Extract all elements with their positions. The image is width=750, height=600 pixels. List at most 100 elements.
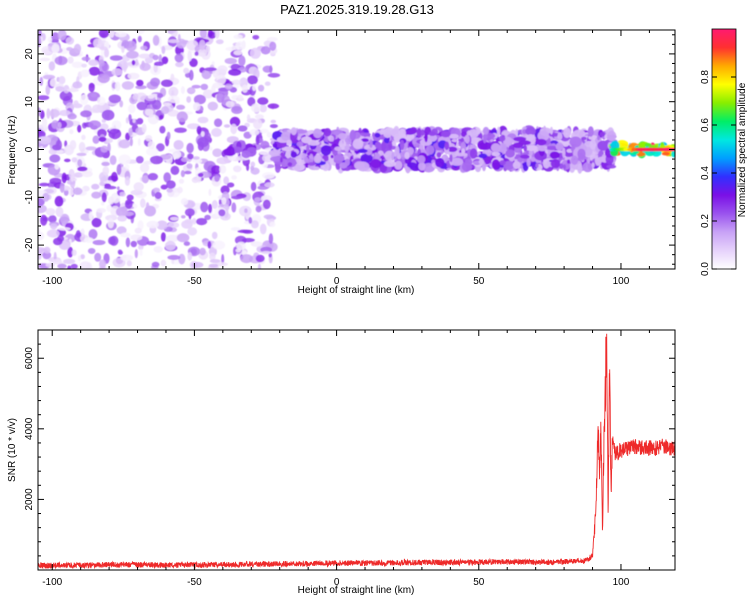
snr-xlabel: Height of straight line (km): [298, 585, 415, 596]
heatmap-blob: [461, 162, 473, 172]
heatmap-blob: [180, 170, 185, 178]
heatmap-blob: [233, 165, 242, 173]
heatmap-ytick-label: 0: [24, 146, 35, 152]
heatmap-blob: [46, 108, 51, 119]
heatmap-blob: [569, 136, 582, 148]
heatmap-blob: [59, 213, 70, 225]
heatmap-blob: [261, 250, 272, 255]
heatmap-blob: [482, 134, 487, 144]
heatmap-blob: [47, 36, 53, 44]
heatmap-blob: [589, 139, 597, 150]
heatmap-blob: [231, 202, 237, 213]
heatmap-blob: [460, 137, 464, 143]
heatmap-blob: [513, 136, 527, 142]
heatmap-blob: [231, 195, 243, 200]
heatmap-blob: [79, 261, 92, 269]
heatmap-blob: [71, 157, 78, 163]
heatmap-blob: [139, 163, 150, 173]
heatmap-blob: [133, 182, 144, 192]
snr-ytick-label: 4000: [24, 417, 35, 440]
colorbar: 0.0 0.2 0.4 0.6 0.8 Normalized spectral ampl…: [700, 28, 748, 276]
heatmap-blob: [398, 128, 406, 138]
heatmap-blob: [269, 65, 273, 74]
heatmap-blob: [380, 128, 386, 133]
heatmap-blob: [125, 237, 131, 248]
heatmap-blob: [150, 155, 163, 165]
heatmap-blob: [370, 159, 382, 169]
heatmap-blob: [280, 131, 292, 141]
heatmap-blob: [249, 47, 261, 59]
heatmap-blob: [546, 145, 558, 151]
heatmap-blob: [147, 94, 155, 99]
heatmap-blob: [267, 73, 281, 78]
heatmap-blob: [168, 86, 179, 97]
heatmap-blob: [80, 254, 85, 260]
heatmap-blob: [90, 93, 97, 98]
heatmap-blob: [241, 84, 248, 93]
heatmap-blob: [209, 259, 221, 264]
heatmap-blob: [468, 129, 479, 139]
heatmap-blob: [217, 65, 228, 74]
heatmap-blob: [166, 188, 173, 193]
heatmap-blob: [330, 154, 334, 159]
heatmap-blob: [208, 203, 213, 214]
heatmap-blob: [136, 101, 148, 111]
heatmap-blob: [451, 138, 458, 143]
heatmap-ytick-label: -10: [24, 190, 35, 205]
heatmap-blob: [235, 41, 246, 50]
heatmap-blob: [152, 35, 160, 46]
heatmap-blob: [57, 235, 65, 242]
heatmap-blob: [449, 133, 459, 139]
colorbar-tick-label: 0.0: [700, 262, 711, 276]
heatmap-blob: [523, 145, 528, 152]
heatmap-blob: [577, 163, 583, 174]
heatmap-blob: [191, 261, 204, 268]
heatmap-blob: [354, 161, 365, 170]
heatmap-blob: [122, 61, 127, 73]
heatmap-blob: [67, 56, 74, 64]
heatmap-blob: [240, 254, 253, 264]
heatmap-blob: [604, 134, 608, 140]
heatmap-blob: [129, 137, 133, 147]
heatmap-blob: [128, 104, 136, 114]
heatmap-blob: [38, 36, 42, 48]
heatmap-blob: [151, 261, 160, 268]
heatmap-blob: [159, 125, 166, 134]
heatmap-blob: [49, 154, 61, 163]
heatmap-blob: [134, 59, 139, 66]
heatmap-blob: [38, 136, 52, 145]
heatmap-blob: [460, 131, 467, 138]
heatmap-blob: [42, 192, 50, 202]
heatmap-blob: [177, 186, 183, 194]
heatmap-blob: [104, 185, 117, 190]
heatmap-blob: [250, 165, 255, 171]
heatmap-blob: [99, 181, 106, 186]
heatmap-blob: [54, 195, 64, 207]
heatmap-blob: [306, 143, 310, 153]
heatmap-blob: [231, 106, 243, 114]
heatmap-blob: [444, 141, 450, 150]
heatmap-blob: [126, 260, 132, 267]
heatmap-blob: [535, 163, 539, 168]
heatmap-ytick-label: 10: [24, 96, 35, 108]
heatmap-blob: [166, 180, 176, 189]
heatmap-ylabel: Frequency (Hz): [7, 116, 18, 185]
heatmap-blob: [146, 241, 157, 246]
heatmap-blob: [269, 124, 278, 129]
heatmap-blob: [313, 154, 322, 164]
heatmap-blob: [145, 202, 150, 213]
snr-ticks: -100 -50 0 50 100 2000 4000 6000: [24, 330, 675, 588]
heatmap-blob: [537, 145, 548, 152]
heatmap-blob: [223, 176, 230, 185]
heatmap-blob: [563, 164, 566, 170]
heatmap-blob: [38, 182, 50, 187]
heatmap-blob: [597, 135, 601, 141]
heatmap-blob: [66, 47, 73, 51]
heatmap-blob: [96, 208, 106, 213]
heatmap-blob: [505, 149, 515, 158]
heatmap-blob: [253, 118, 263, 130]
heatmap-blob: [108, 196, 115, 205]
heatmap-blob: [254, 197, 261, 203]
heatmap-blob: [212, 148, 223, 157]
